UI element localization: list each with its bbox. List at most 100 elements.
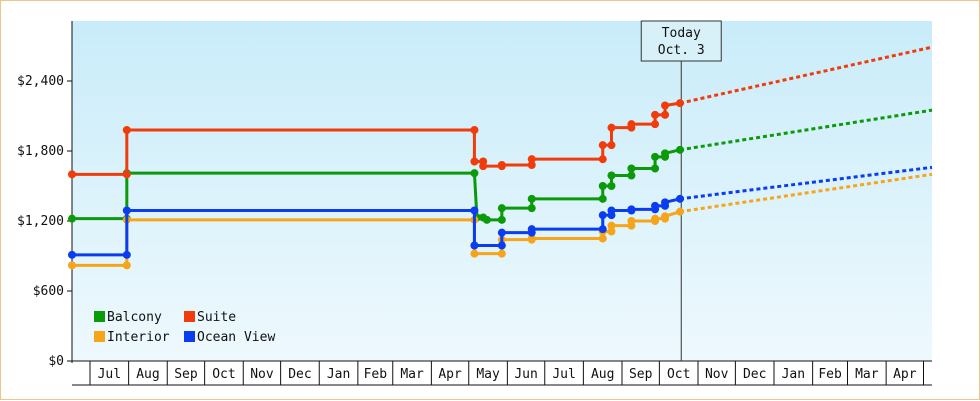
series-point-balcony <box>598 194 607 203</box>
series-point-suite <box>68 170 76 179</box>
series-point-suite <box>651 120 660 129</box>
x-tick-label: Apr <box>438 367 462 382</box>
x-tick-label: Oct <box>667 367 690 382</box>
series-forecast-ocean-view <box>679 165 933 201</box>
series-point-balcony <box>627 164 636 173</box>
x-tick-label: Jan <box>327 367 350 382</box>
x-tick-label: Nov <box>705 367 729 382</box>
series-point-interior <box>68 261 76 270</box>
series-point-suite <box>661 110 670 119</box>
x-tick-label: Dec <box>288 367 311 382</box>
series-point-suite <box>598 141 607 150</box>
legend-swatch-suite <box>184 311 195 322</box>
series-point-suite <box>607 141 616 150</box>
series-point-balcony <box>68 214 76 223</box>
series-point-balcony <box>527 194 536 203</box>
series-point-ocean-view <box>497 241 506 250</box>
series-point-ocean-view <box>470 241 479 250</box>
y-tick-label: $600 <box>33 284 64 299</box>
series-point-suite <box>661 101 670 110</box>
series-point-suite <box>122 170 131 179</box>
series-point-balcony <box>598 182 607 190</box>
x-tick-label: Jul <box>98 367 121 382</box>
today-label: Today <box>662 26 701 41</box>
series-point-balcony <box>651 164 660 173</box>
series-point-interior <box>607 227 616 236</box>
series-point-suite <box>470 126 479 134</box>
plot-background <box>72 21 932 361</box>
y-tick-label: $0 <box>48 354 64 369</box>
series-point-interior <box>527 234 536 243</box>
series-point-ocean-view <box>497 228 506 237</box>
today-date-label: Oct. 3 <box>658 43 705 58</box>
series-point-balcony <box>607 171 616 180</box>
series-point-suite <box>598 155 607 164</box>
series-point-interior <box>122 261 131 270</box>
x-tick-label: Sep <box>629 367 653 382</box>
series-point-ocean-view <box>607 206 616 215</box>
series-line-balcony <box>72 148 681 222</box>
series-point-balcony <box>497 204 506 213</box>
series-point-suite <box>122 126 131 134</box>
series-point-ocean-view <box>627 205 636 214</box>
x-tick-label: Nov <box>250 367 274 382</box>
series-point-suite <box>627 120 636 129</box>
series-point-interior <box>607 221 616 230</box>
series-point-suite <box>527 155 536 164</box>
legend-swatch-interior <box>94 331 105 342</box>
y-tick-label: $2,400 <box>17 74 64 89</box>
series-point-suite <box>607 123 616 132</box>
series-point-ocean-view <box>122 250 131 259</box>
series-point-balcony <box>661 149 670 158</box>
x-tick-label: Aug <box>591 367 614 382</box>
series-point-suite <box>479 162 488 171</box>
x-tick-label: Jan <box>782 367 805 382</box>
series-point-suite <box>651 110 660 119</box>
series-point-balcony <box>482 215 491 224</box>
series-forecast-balcony <box>679 108 933 152</box>
x-tick-label: Apr <box>893 367 917 382</box>
legend-label-ocean-view: Ocean View <box>197 330 275 345</box>
x-tick-label: Oct <box>212 367 235 382</box>
x-tick-label: Jul <box>552 367 575 382</box>
series-point-interior <box>627 217 636 225</box>
series-point-ocean-view <box>527 225 536 234</box>
series-point-balcony <box>607 182 616 190</box>
legend-label-balcony: Balcony <box>107 310 162 325</box>
x-tick-label: Mar <box>400 367 424 382</box>
legend-swatch-ocean-view <box>184 331 195 342</box>
series-point-interior <box>497 249 506 258</box>
series-point-ocean-view <box>651 201 660 210</box>
legend-swatch-balcony <box>94 311 105 322</box>
series-point-ocean-view <box>68 250 76 259</box>
series-point-suite <box>470 157 479 166</box>
x-tick-label: Dec <box>743 367 766 382</box>
series-point-balcony <box>497 215 506 224</box>
series-point-interior <box>470 249 479 258</box>
series-forecast-suite <box>679 45 933 105</box>
x-tick-label: Jun <box>514 367 537 382</box>
x-tick-label: Sep <box>174 367 198 382</box>
series-point-balcony <box>527 204 536 213</box>
series-point-suite <box>527 161 536 169</box>
y-tick-label: $1,800 <box>17 144 64 159</box>
series-point-interior <box>661 212 670 221</box>
series-point-balcony <box>651 152 660 161</box>
series-point-interior <box>651 214 660 223</box>
series-point-suite <box>497 161 506 169</box>
today-box <box>640 20 722 62</box>
legend-label-suite: Suite <box>197 310 236 325</box>
series-point-ocean-view <box>122 206 131 215</box>
x-tick-label: Aug <box>136 367 159 382</box>
legend-label-interior: Interior <box>107 330 170 345</box>
x-tick-label: Feb <box>818 367 842 382</box>
series-point-ocean-view <box>598 225 607 234</box>
series-forecast-interior <box>679 172 933 214</box>
x-tick-label: Mar <box>855 367 879 382</box>
series-point-balcony <box>627 171 636 180</box>
series-point-ocean-view <box>661 198 670 207</box>
series-point-ocean-view <box>470 206 479 215</box>
y-tick-label: $1,200 <box>17 214 64 229</box>
